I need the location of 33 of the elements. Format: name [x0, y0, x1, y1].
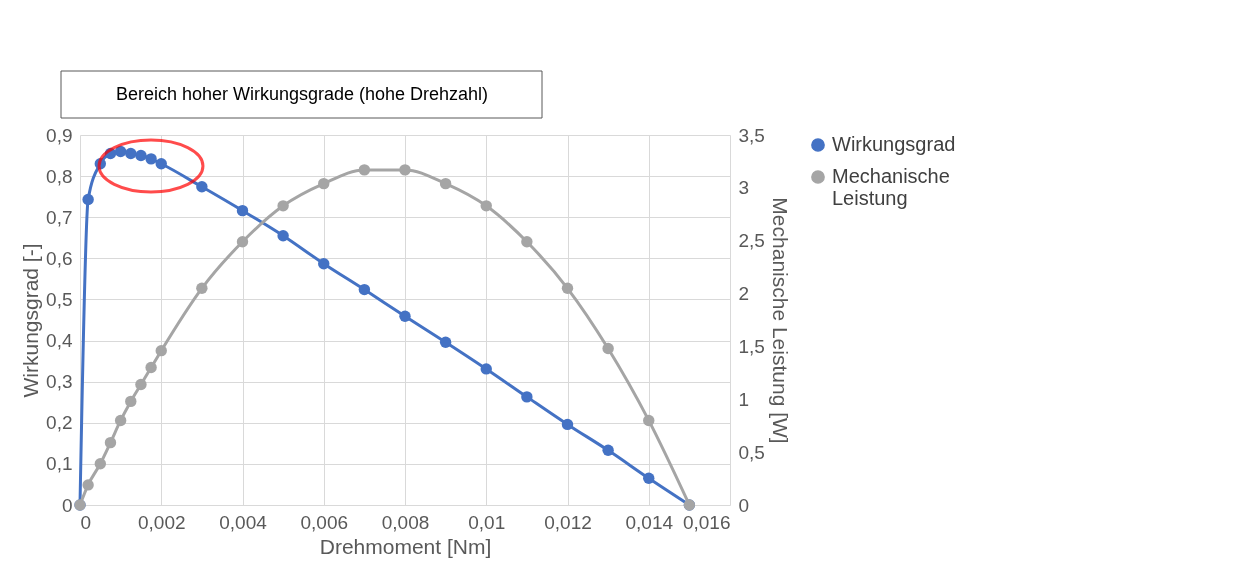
- y-tick-label: 0,2: [46, 412, 73, 434]
- y-tick-label: 0,1: [46, 453, 73, 475]
- y2-tick-label: 0: [738, 494, 750, 516]
- x-tick-label: 0: [80, 511, 92, 533]
- y-tick-label: 0,7: [46, 206, 73, 228]
- y-tick-label: 0: [61, 494, 73, 516]
- legend-label: Wirkungsgrad: [832, 133, 956, 155]
- x-axis-title: Drehmoment [Nm]: [319, 534, 492, 558]
- x-tick-label: 0,006: [300, 511, 349, 533]
- text: Bereich hoher Wirkungsgrade (hohe Drehzahl): [115, 84, 489, 104]
- y-tick-label: 0,9: [46, 124, 73, 146]
- x-tick-label: 0,008: [381, 511, 430, 533]
- y2-tick-label: 1: [738, 388, 750, 410]
- legend-label: Mechanische Leistung: [832, 165, 950, 209]
- y2-tick-label: 2,5: [738, 230, 765, 252]
- y-tick-label: 0,8: [46, 165, 73, 187]
- x-tick-label: 0,016: [682, 511, 731, 533]
- y2-tick-label: 2: [738, 283, 750, 305]
- x-tick-label: 0,01: [468, 511, 506, 533]
- y-tick-label: 0,5: [46, 288, 73, 310]
- x-tick-label: 0,012: [544, 511, 592, 533]
- y2-axis-title: Mechanische Leistung [W]: [768, 197, 792, 444]
- y-tick-label: 0,3: [46, 371, 73, 393]
- y2-tick-label: 3,5: [738, 124, 765, 146]
- x-tick-label: 0,004: [219, 511, 268, 533]
- y2-tick-label: 1,5: [738, 335, 765, 357]
- y-axis-title: Wirkungsgrad [-]: [19, 243, 43, 398]
- y2-tick-label: 0,5: [738, 441, 765, 463]
- x-tick-label: 0,014: [625, 511, 674, 533]
- y-tick-label: 0,6: [46, 247, 73, 269]
- x-tick-label: 0,002: [137, 511, 186, 533]
- y-tick-label: 0,4: [46, 330, 73, 352]
- y2-tick-label: 3: [738, 177, 750, 199]
